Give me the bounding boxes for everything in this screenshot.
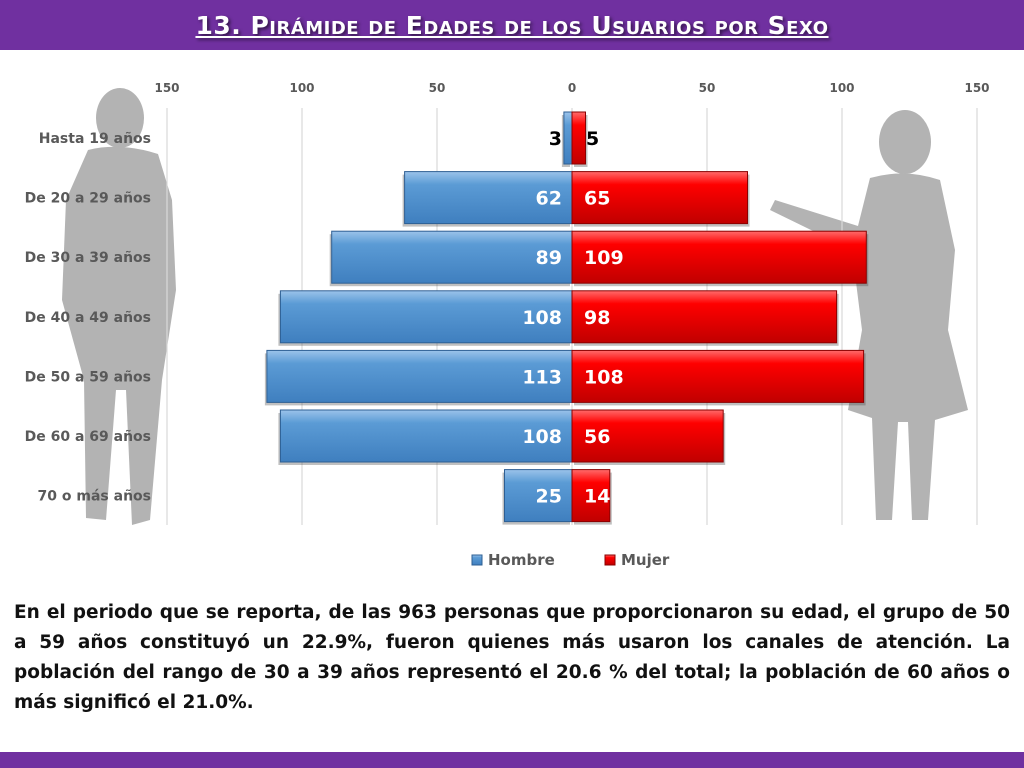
bar-mujer xyxy=(571,349,865,403)
bar-mujer xyxy=(571,230,867,284)
legend-swatch xyxy=(604,554,616,566)
value-label-mujer: 109 xyxy=(584,247,624,269)
category-labels: Hasta 19 años De 20 a 29 años De 30 a 39 a… xyxy=(25,131,151,505)
axis-tick-label: 50 xyxy=(429,81,446,95)
value-label-mujer: 56 xyxy=(584,426,610,448)
value-label-mujer: 65 xyxy=(584,188,610,210)
title-bar: 13. Pirámide de Edades de los Usuarios p… xyxy=(0,0,1024,50)
value-label-mujer: 98 xyxy=(584,307,610,329)
value-label-hombre: 25 xyxy=(536,486,562,508)
value-label-mujer: 108 xyxy=(584,366,624,388)
legend-label: Hombre xyxy=(488,551,555,569)
population-pyramid-chart: 150 100 50 0 50 100 150 Hasta 19 años De 20 a 2… xyxy=(25,81,990,569)
legend-swatch xyxy=(471,554,483,566)
category-label: 70 o más años xyxy=(38,489,151,505)
bar-mujer xyxy=(571,171,748,225)
man-silhouette-icon xyxy=(62,88,176,526)
value-label-hombre: 89 xyxy=(536,247,562,269)
axis-tick-label: 100 xyxy=(829,81,854,95)
category-label: De 50 a 59 años xyxy=(25,369,151,385)
bar-mujer xyxy=(571,290,838,344)
summary-paragraph: En el periodo que se reporta, de las 963… xyxy=(14,602,1010,713)
value-label-hombre: 3 xyxy=(549,128,562,150)
value-label-mujer: 14 xyxy=(584,486,610,508)
axis-tick-label: 150 xyxy=(964,81,989,95)
chart-bars xyxy=(264,111,869,525)
axis-tick-label: 0 xyxy=(568,81,576,95)
axis-tick-label: 50 xyxy=(699,81,716,95)
bar-mujer xyxy=(571,111,586,165)
legend-label: Mujer xyxy=(621,551,670,569)
bar-hombre xyxy=(279,290,573,344)
value-label-hombre: 108 xyxy=(522,426,562,448)
chart-legend: Hombre Mujer xyxy=(471,551,670,569)
bottom-bar xyxy=(0,752,1024,768)
value-label-hombre: 113 xyxy=(522,366,562,388)
bar-hombre xyxy=(404,171,573,225)
category-label: De 60 a 69 años xyxy=(25,429,151,445)
bar-hombre xyxy=(279,409,573,463)
axis-tick-labels: 150 100 50 0 50 100 150 xyxy=(154,81,989,95)
category-label: De 40 a 49 años xyxy=(25,310,151,326)
bar-mujer xyxy=(571,409,724,463)
category-label: De 20 a 29 años xyxy=(25,191,151,207)
axis-tick-label: 100 xyxy=(289,81,314,95)
axis-tick-label: 150 xyxy=(154,81,179,95)
bar-hombre xyxy=(266,349,573,403)
page-title: 13. Pirámide de Edades de los Usuarios p… xyxy=(195,10,829,40)
category-label: Hasta 19 años xyxy=(39,131,151,147)
bar-hombre xyxy=(331,230,573,284)
value-label-mujer: 5 xyxy=(586,128,599,150)
bar-mujer xyxy=(571,469,611,523)
value-labels: 3 5 62 65 89 109 108 98 113 108 108 56 25 14 xyxy=(522,128,623,508)
value-label-hombre: 108 xyxy=(522,307,562,329)
category-label: De 30 a 39 años xyxy=(25,250,151,266)
value-label-hombre: 62 xyxy=(536,188,562,210)
bar-hombre xyxy=(563,111,573,165)
woman-silhouette-icon xyxy=(770,110,968,521)
